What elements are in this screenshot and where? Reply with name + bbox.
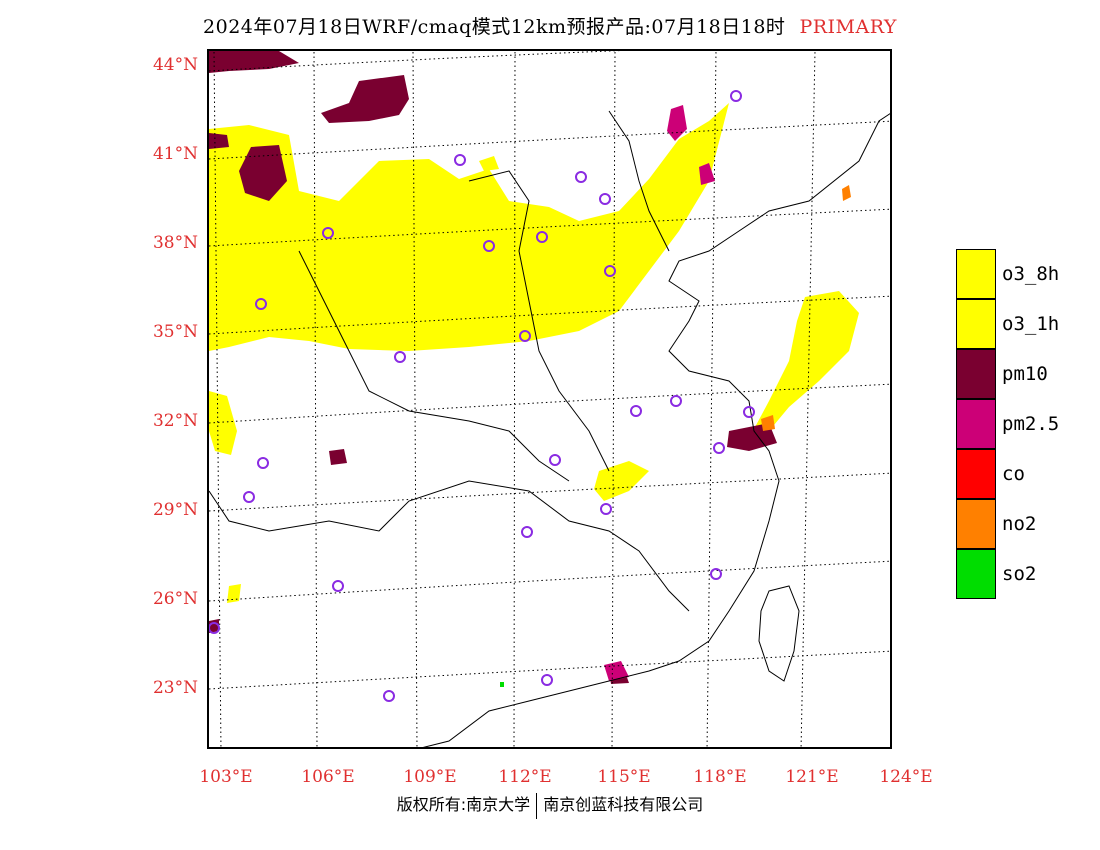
legend-label-o3-8h: o3_8h <box>1002 263 1060 285</box>
legend-swatch-o3-1h <box>956 299 996 349</box>
footer: 版权所有:南京大学 南京创蓝科技有限公司 <box>0 791 1100 819</box>
legend-item-no2: no2 <box>956 499 1100 549</box>
legend-item-o3-8h: o3_8h <box>956 249 1100 299</box>
legend-item-pm10: pm10 <box>956 349 1100 399</box>
lat-label-41: 41°N <box>152 144 198 164</box>
lon-label-112: 112°E <box>498 767 552 787</box>
lon-label-103: 103°E <box>199 767 253 787</box>
legend-swatch-co <box>956 449 996 499</box>
legend-swatch-so2 <box>956 549 996 599</box>
lat-label-32: 32°N <box>152 411 198 431</box>
lon-label-115: 115°E <box>597 767 651 787</box>
legend-label-so2: so2 <box>1002 563 1037 585</box>
lon-label-109: 109°E <box>403 767 457 787</box>
copyright-text: 版权所有:南京大学 <box>396 795 531 814</box>
o3-field <box>209 103 859 603</box>
no2-field <box>761 185 851 431</box>
legend-item-o3-1h: o3_1h <box>956 299 1100 349</box>
forecast-map[interactable] <box>207 49 892 749</box>
legend-item-co: co <box>956 449 1100 499</box>
legend-label-no2: no2 <box>1002 513 1037 535</box>
title-text: 2024年07月18日WRF/cmaq模式12km预报产品:07月18日18时 <box>203 16 786 38</box>
legend-swatch-no2 <box>956 499 996 549</box>
lat-label-38: 38°N <box>152 233 198 253</box>
primary-tag: PRIMARY <box>799 16 897 38</box>
legend-label-o3-1h: o3_1h <box>1002 313 1060 335</box>
lat-label-23: 23°N <box>152 678 198 698</box>
lat-label-26: 26°N <box>152 589 198 609</box>
lon-label-121: 121°E <box>785 767 839 787</box>
company-text: 南京创蓝科技有限公司 <box>543 795 704 814</box>
pm10-field <box>209 51 777 684</box>
legend-item-so2: so2 <box>956 549 1100 599</box>
lat-label-44: 44°N <box>152 55 198 75</box>
legend-swatch-o3-8h <box>956 249 996 299</box>
legend-label-pm10: pm10 <box>1002 363 1048 385</box>
pollutant-legend: o3_8h o3_1h pm10 pm2.5 co no2 so2 <box>956 249 1100 599</box>
legend-swatch-pm25 <box>956 399 996 449</box>
lat-label-29: 29°N <box>152 500 198 520</box>
pm25-field <box>604 105 715 681</box>
so2-field <box>500 682 504 687</box>
map-title: 2024年07月18日WRF/cmaq模式12km预报产品:07月18日18时 P… <box>0 12 1100 39</box>
footer-divider <box>536 792 538 819</box>
legend-label-pm25: pm2.5 <box>1002 413 1060 435</box>
legend-swatch-pm10 <box>956 349 996 399</box>
map-canvas <box>209 51 890 747</box>
station-markers <box>209 90 755 702</box>
lat-label-35: 35°N <box>152 322 198 342</box>
legend-label-co: co <box>1002 463 1025 485</box>
lon-label-106: 106°E <box>301 767 355 787</box>
lon-label-118: 118°E <box>693 767 747 787</box>
legend-item-pm25: pm2.5 <box>956 399 1100 449</box>
lon-label-124: 124°E <box>879 767 933 787</box>
